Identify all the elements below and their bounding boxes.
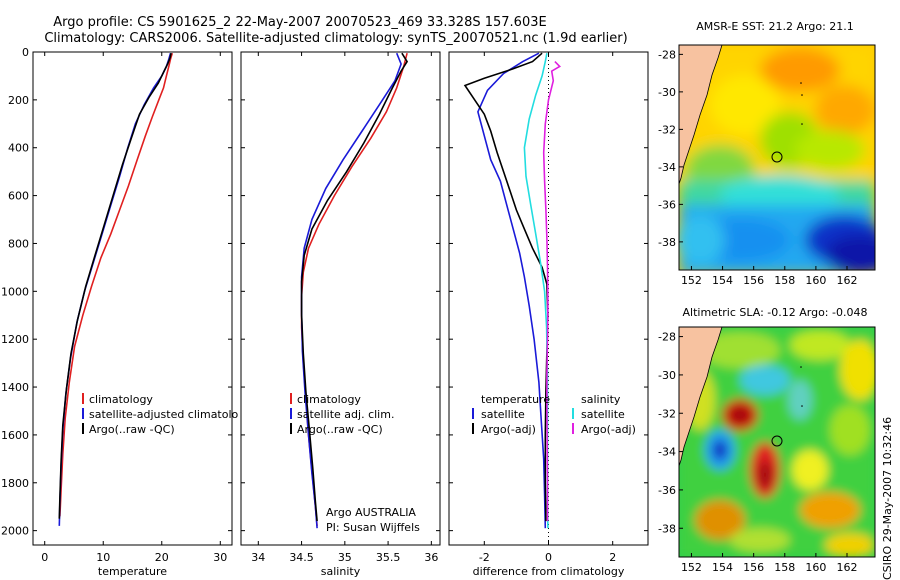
sla-field [679, 327, 875, 557]
panel-temperature: 0 10 20 30 temperature 0 200 400 600 800 1000 1200 1… [1, 46, 239, 578]
panel-salinity: 34 34.5 35 35.5 36 salinity climatology satelli… [240, 51, 441, 578]
diff-legend-salinity-title: salinity [581, 393, 621, 406]
difference-series-temperature-satellite [477, 52, 547, 529]
depth-tick-label: 400 [8, 142, 29, 155]
salinity-xlabel: salinity [321, 565, 361, 578]
diff-legend-temp-label: satellite [481, 408, 525, 421]
sla-lat-label: -28 [658, 331, 676, 344]
depth-tick-label: 1400 [1, 381, 29, 394]
salinity-series-satellite-adj-clim- [300, 52, 402, 529]
temperature-xtick-label: 10 [96, 551, 110, 564]
sst-lon-label: 160 [805, 274, 826, 287]
sla-lon-label: 162 [837, 561, 858, 574]
sla-lon-label: 154 [712, 561, 733, 574]
salinity-legend-label: satellite adj. clim. [297, 408, 394, 421]
sla-lon-label: 160 [805, 561, 826, 574]
header-line-2: Climatology: CARS2006. Satellite-adjuste… [44, 31, 627, 46]
sst-lon-label: 162 [837, 274, 858, 287]
temperature-series-argo-raw-qc- [58, 53, 172, 519]
salinity-series-argo-raw-qc- [300, 52, 409, 522]
sst-lon-label: 154 [712, 274, 733, 287]
sla-land-australia [679, 327, 723, 467]
sst-lat-label: -30 [658, 86, 676, 99]
sla-lon-label: 158 [774, 561, 795, 574]
sst-lat-label: -34 [658, 161, 676, 174]
sla-island-dot [800, 366, 802, 368]
sst-island-dot [801, 94, 803, 96]
argo-pi-note: PI: Susan Wijffels [326, 521, 420, 534]
argo-country-note: Argo AUSTRALIA [326, 506, 416, 519]
temperature-xtick-label: 0 [41, 551, 48, 564]
temperature-xlabel: temperature [98, 565, 167, 578]
sla-map-title: Altimetric SLA: -0.12 Argo: -0.048 [683, 306, 868, 319]
sla-axes: 152 154 156 158 160 162 -28 -30 -32 -34 -36 -38 [658, 331, 857, 574]
temperature-legend-label: satellite-adjusted climatolo [89, 408, 239, 421]
depth-tick-label: 1000 [1, 285, 29, 298]
sst-island-dot [800, 82, 802, 84]
difference-xtick-label: -2 [479, 551, 490, 564]
temperature-legend-label: climatology [89, 393, 153, 406]
difference-xtick-label: 2 [609, 551, 616, 564]
diff-legend-temp-label: Argo(-adj) [481, 423, 536, 436]
sst-map-title: AMSR-E SST: 21.2 Argo: 21.1 [696, 20, 854, 33]
sla-argo-marker [771, 435, 783, 447]
sla-lat-label: -30 [658, 369, 676, 382]
temperature-xtick-label: 20 [155, 551, 169, 564]
depth-tick-label: 200 [8, 94, 29, 107]
csiro-timestamp: CSIRO 29-May-2007 10:32:46 [881, 417, 894, 580]
salinity-frame [240, 51, 441, 546]
temperature-xtick-label: 30 [213, 551, 227, 564]
salinity-xtick-label: 36 [424, 551, 438, 564]
sla-lat-label: -38 [658, 522, 676, 535]
sst-lat-label: -32 [658, 123, 676, 136]
header-line-1: Argo profile: CS 5901625_2 22-May-2007 2… [53, 15, 546, 30]
depth-tick-label: 0 [22, 46, 29, 59]
diff-legend-sal-label: satellite [581, 408, 625, 421]
difference-xtick-label: 0 [545, 551, 552, 564]
sla-lat-label: -34 [658, 446, 676, 459]
salinity-legend-label: climatology [297, 393, 361, 406]
sst-axes: 152 154 156 158 160 162 -28 -30 -32 -34 -36 -38 [658, 48, 857, 287]
sla-lon-label: 156 [743, 561, 764, 574]
difference-series-salinity-argo-adj- [542, 61, 561, 522]
sla-lat-label: -36 [658, 484, 676, 497]
depth-tick-label: 800 [8, 237, 29, 250]
salinity-xtick-label: 35 [338, 551, 352, 564]
depth-tick-label: 1200 [1, 333, 29, 346]
diff-legend-temperature-title: temperature [481, 393, 550, 406]
temperature-legend-label: Argo(..raw -QC) [89, 423, 175, 436]
depth-tick-label: 1800 [1, 477, 29, 490]
depth-tick-label: 2000 [1, 525, 29, 538]
sst-island-dot [801, 123, 803, 125]
temperature-frame [32, 51, 233, 546]
sst-lon-label: 156 [743, 274, 764, 287]
depth-tick-label: 600 [8, 190, 29, 203]
salinity-legend-label: Argo(..raw -QC) [297, 423, 383, 436]
sla-island-dot [801, 405, 803, 407]
diff-legend-sal-label: Argo(-adj) [581, 423, 636, 436]
depth-tick-label: 1600 [1, 429, 29, 442]
difference-xlabel: difference from climatology [473, 565, 625, 578]
sst-map [679, 45, 875, 270]
sst-lon-label: 158 [774, 274, 795, 287]
salinity-xtick-label: 34 [251, 551, 265, 564]
sla-lat-label: -32 [658, 407, 676, 420]
sst-lat-label: -38 [658, 236, 676, 249]
temperature-series-climatology [59, 52, 174, 517]
sla-map [679, 327, 875, 557]
sst-lat-label: -36 [658, 198, 676, 211]
sla-lon-label: 152 [681, 561, 702, 574]
sst-lat-label: -28 [658, 48, 676, 61]
sst-map-frame [678, 44, 876, 271]
salinity-xtick-label: 35.5 [376, 551, 401, 564]
sla-map-frame [678, 326, 876, 558]
sst-field [679, 45, 875, 270]
salinity-xtick-label: 34.5 [289, 551, 314, 564]
sst-land-australia [679, 45, 723, 185]
profile-panels: 0 10 20 30temperature0200400600800100012001… [1, 46, 649, 578]
sst-argo-marker [771, 151, 783, 163]
sst-lon-label: 152 [681, 274, 702, 287]
